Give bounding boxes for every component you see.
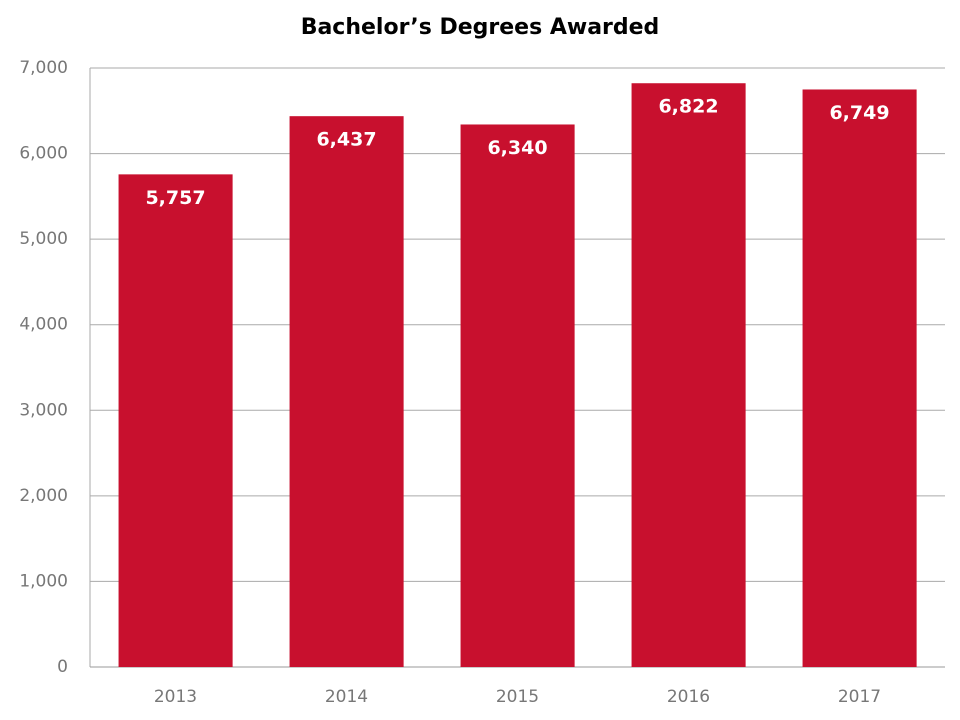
value-label: 5,757 bbox=[145, 187, 205, 209]
y-tick-label: 7,000 bbox=[19, 58, 68, 78]
y-tick-label: 2,000 bbox=[19, 486, 68, 506]
y-tick-label: 6,000 bbox=[19, 144, 68, 164]
y-tick-label: 1,000 bbox=[19, 571, 68, 591]
bar bbox=[460, 124, 575, 667]
x-tick-label: 2017 bbox=[838, 687, 881, 707]
value-label: 6,340 bbox=[487, 137, 547, 159]
value-label: 6,822 bbox=[658, 96, 718, 118]
x-tick-label: 2014 bbox=[325, 687, 368, 707]
y-tick-label: 0 bbox=[57, 657, 68, 677]
y-tick-label: 4,000 bbox=[19, 315, 68, 335]
bar bbox=[802, 89, 917, 667]
chart-title: Bachelor’s Degrees Awarded bbox=[301, 15, 660, 40]
value-label: 6,749 bbox=[829, 102, 889, 124]
bar bbox=[118, 174, 233, 667]
value-label: 6,437 bbox=[316, 129, 376, 151]
x-tick-label: 2013 bbox=[154, 687, 197, 707]
x-tick-label: 2016 bbox=[667, 687, 710, 707]
bar bbox=[289, 116, 404, 668]
x-tick-label: 2015 bbox=[496, 687, 539, 707]
y-tick-label: 5,000 bbox=[19, 229, 68, 249]
bar bbox=[631, 83, 746, 668]
y-tick-label: 3,000 bbox=[19, 400, 68, 420]
